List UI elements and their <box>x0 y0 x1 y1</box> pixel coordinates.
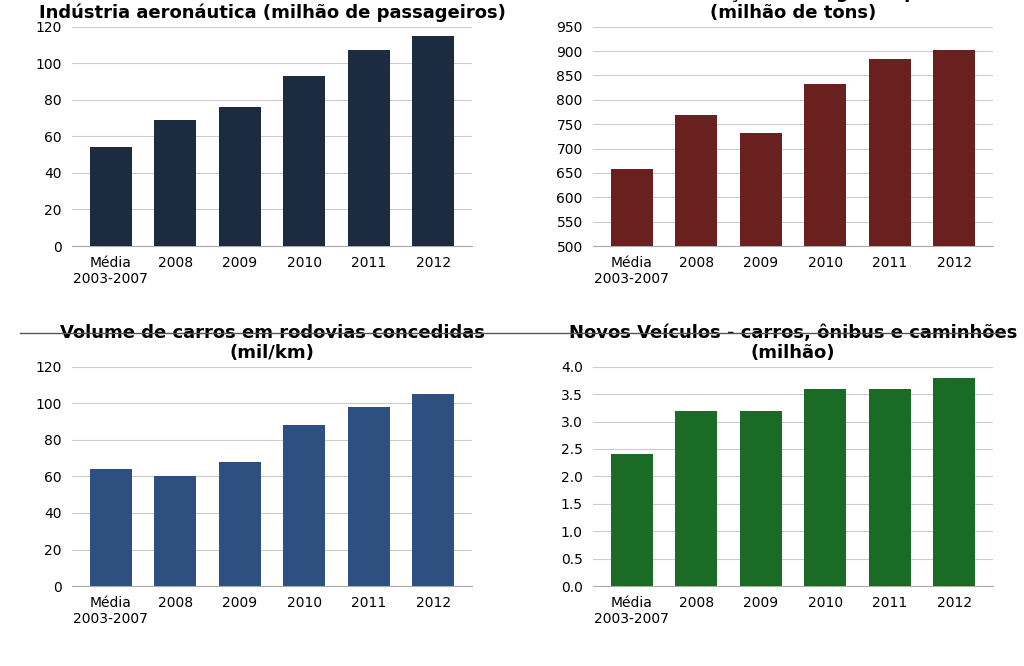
Bar <box>610 169 652 490</box>
Bar <box>284 76 326 246</box>
Bar <box>868 389 910 586</box>
Bar <box>804 84 846 490</box>
Bar <box>739 133 781 490</box>
Title: Volume de carros em rodovias concedidas
(mil/km): Volume de carros em rodovias concedidas … <box>59 324 484 362</box>
Bar <box>675 115 717 490</box>
Bar <box>348 51 390 246</box>
Bar <box>90 469 132 586</box>
Bar <box>284 425 326 586</box>
Bar <box>868 59 910 490</box>
Bar <box>219 462 261 586</box>
Bar <box>155 476 197 586</box>
Bar <box>413 394 455 586</box>
Bar <box>155 120 197 246</box>
Bar <box>933 50 975 490</box>
Bar <box>675 410 717 586</box>
Bar <box>739 410 781 586</box>
Title: Indústria aeronáutica (milhão de passageiros): Indústria aeronáutica (milhão de passage… <box>39 4 506 22</box>
Bar <box>90 147 132 246</box>
Title: Movimentação de Carga em portos
(milhão de tons): Movimentação de Carga em portos (milhão … <box>616 0 970 22</box>
Bar <box>933 378 975 586</box>
Bar <box>219 107 261 246</box>
Title: Novos Veículos - carros, ônibus e caminhões
(milhão): Novos Veículos - carros, ônibus e caminh… <box>568 324 1017 362</box>
Bar <box>413 36 455 246</box>
Bar <box>610 454 652 586</box>
Bar <box>804 389 846 586</box>
Bar <box>348 407 390 586</box>
